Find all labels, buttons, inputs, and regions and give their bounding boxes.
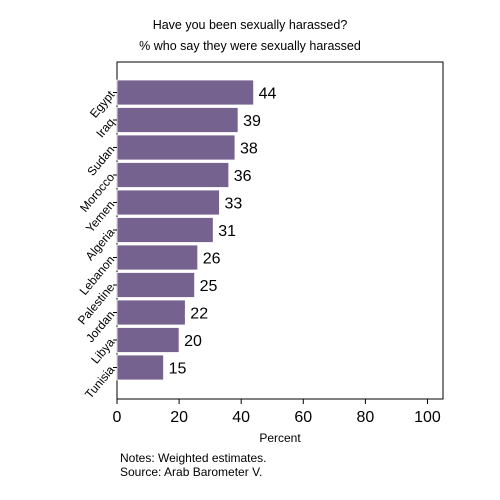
- bar-egypt: [116, 79, 255, 106]
- bar-tunisia: [116, 354, 164, 381]
- chart-title: Have you been sexually harassed?: [152, 18, 348, 32]
- x-tick-label-100: 100: [414, 409, 441, 426]
- bar-jordan: [116, 299, 186, 326]
- bar-yemen: [116, 189, 220, 216]
- notes-text: Notes: Weighted estimates.: [120, 451, 267, 465]
- bar-palestine: [116, 272, 196, 298]
- x-tick-label-40: 40: [232, 409, 250, 426]
- bar-value-label-iraq: 39: [243, 113, 261, 130]
- bar-value-label-libya: 20: [184, 333, 202, 350]
- bar-sudan: [116, 134, 236, 161]
- x-tick-label-60: 60: [294, 409, 312, 426]
- bar-value-label-palestine: 25: [200, 278, 218, 295]
- bar-value-label-egypt: 44: [259, 86, 277, 103]
- bar-value-label-tunisia: 15: [169, 361, 187, 378]
- bar-value-label-algeria: 31: [218, 223, 236, 240]
- bar-libya: [116, 327, 180, 353]
- category-label-tunisia: Tunisia: [82, 363, 118, 402]
- bar-value-label-morocco: 36: [234, 168, 252, 185]
- x-tick-label-80: 80: [356, 409, 374, 426]
- bar-iraq: [116, 107, 239, 133]
- x-tick-label-20: 20: [170, 409, 188, 426]
- bar-value-label-yemen: 33: [224, 196, 242, 213]
- bar-value-label-jordan: 22: [190, 306, 208, 323]
- category-label-sudan: Sudan: [84, 143, 117, 179]
- chart-subtitle: % who say they were sexually harassed: [139, 39, 361, 53]
- x-axis-label: Percent: [259, 431, 301, 445]
- x-tick-label-0: 0: [113, 409, 122, 426]
- bar-morocco: [116, 162, 230, 188]
- bar-lebanon: [116, 244, 199, 271]
- source-text: Source: Arab Barometer V.: [120, 465, 263, 479]
- bar-value-label-sudan: 38: [240, 141, 258, 158]
- bar-algeria: [116, 217, 214, 243]
- bar-value-label-lebanon: 26: [203, 251, 221, 268]
